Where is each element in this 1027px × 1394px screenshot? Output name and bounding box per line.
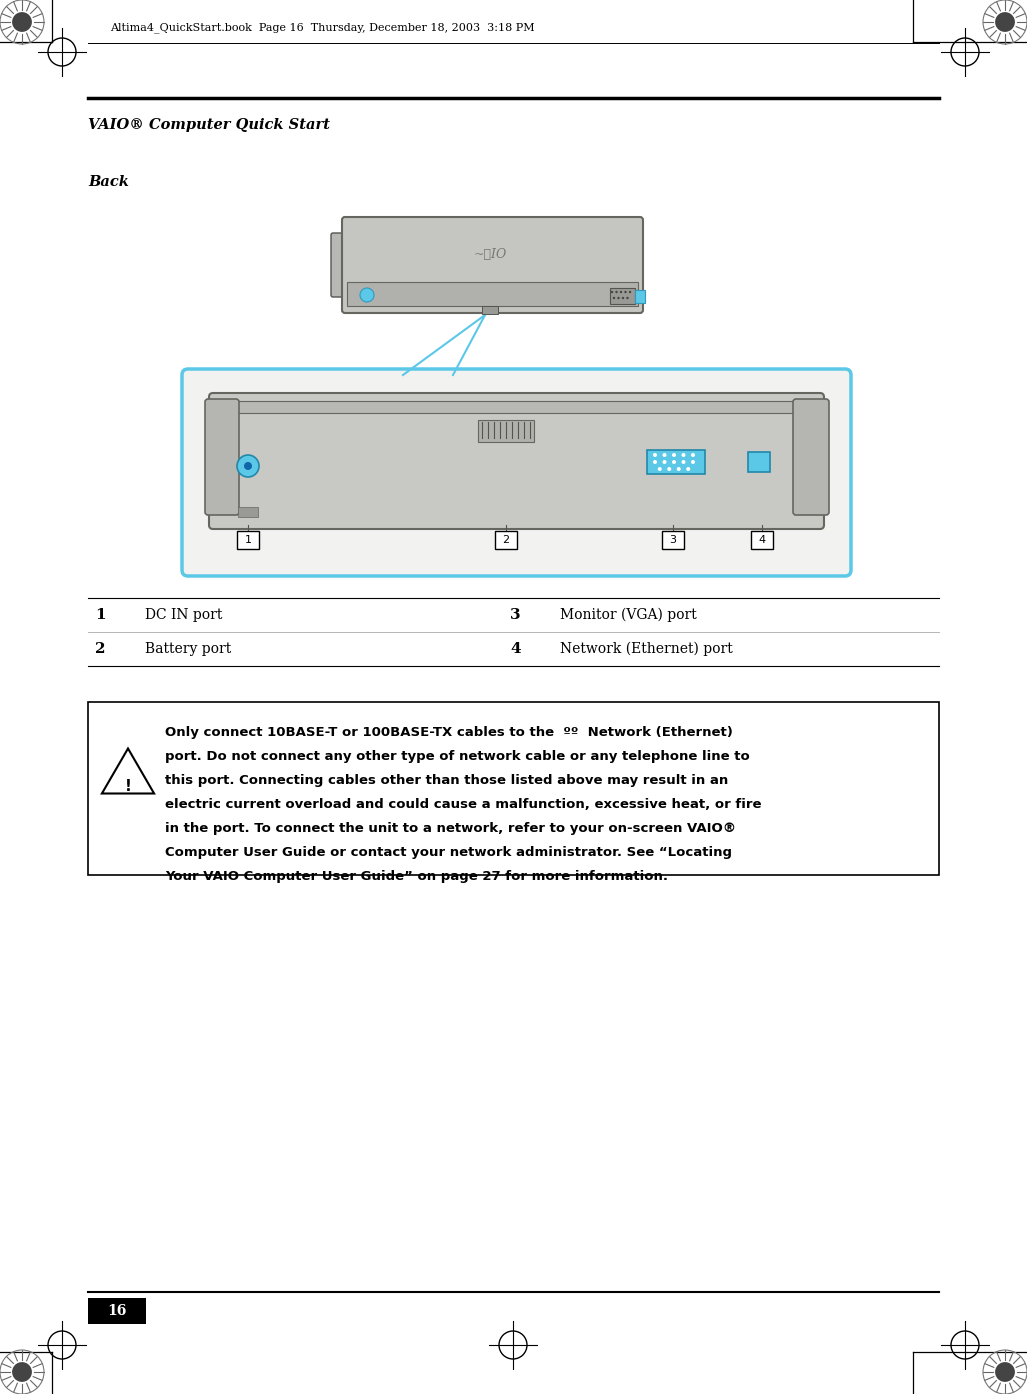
Bar bbox=[748, 452, 770, 473]
Bar bbox=[647, 450, 705, 474]
Circle shape bbox=[629, 291, 632, 293]
Circle shape bbox=[995, 1362, 1015, 1381]
FancyBboxPatch shape bbox=[342, 217, 643, 314]
Circle shape bbox=[620, 291, 622, 293]
Circle shape bbox=[672, 460, 676, 464]
Text: 1: 1 bbox=[96, 608, 106, 622]
FancyBboxPatch shape bbox=[495, 531, 517, 549]
Text: 1: 1 bbox=[244, 535, 252, 545]
Circle shape bbox=[615, 291, 617, 293]
Circle shape bbox=[672, 453, 676, 457]
FancyBboxPatch shape bbox=[182, 369, 851, 576]
Circle shape bbox=[691, 460, 695, 464]
Bar bbox=[88, 703, 939, 875]
Circle shape bbox=[626, 297, 629, 300]
Circle shape bbox=[613, 297, 615, 300]
Bar bbox=[347, 282, 638, 307]
Text: Back: Back bbox=[88, 176, 128, 190]
Text: !: ! bbox=[124, 779, 131, 795]
Circle shape bbox=[12, 13, 32, 32]
Circle shape bbox=[237, 454, 259, 477]
Circle shape bbox=[995, 13, 1015, 32]
Text: Altima4_QuickStart.book  Page 16  Thursday, December 18, 2003  3:18 PM: Altima4_QuickStart.book Page 16 Thursday… bbox=[110, 22, 535, 33]
Circle shape bbox=[682, 460, 685, 464]
Text: 2: 2 bbox=[502, 535, 509, 545]
Bar bbox=[482, 307, 498, 314]
Bar bbox=[610, 289, 635, 304]
Bar bbox=[238, 507, 258, 517]
Circle shape bbox=[677, 467, 681, 471]
FancyBboxPatch shape bbox=[237, 531, 259, 549]
Text: electric current overload and could cause a malfunction, excessive heat, or fire: electric current overload and could caus… bbox=[165, 797, 761, 811]
Text: this port. Connecting cables other than those listed above may result in an: this port. Connecting cables other than … bbox=[165, 774, 728, 788]
Circle shape bbox=[244, 461, 252, 470]
Bar bbox=[221, 401, 812, 413]
Circle shape bbox=[617, 297, 619, 300]
Text: Only connect 10BASE-T or 100BASE-TX cables to the  ºº  Network (Ethernet): Only connect 10BASE-T or 100BASE-TX cabl… bbox=[165, 726, 733, 739]
Circle shape bbox=[691, 453, 695, 457]
Polygon shape bbox=[102, 749, 154, 793]
Circle shape bbox=[668, 467, 672, 471]
Circle shape bbox=[662, 460, 667, 464]
Text: in the port. To connect the unit to a network, refer to your on-screen VAIO®: in the port. To connect the unit to a ne… bbox=[165, 822, 736, 835]
Circle shape bbox=[624, 291, 626, 293]
FancyBboxPatch shape bbox=[662, 531, 684, 549]
Bar bbox=[88, 1298, 146, 1324]
Text: 2: 2 bbox=[96, 643, 106, 657]
Text: Computer User Guide or contact your network administrator. See “Locating: Computer User Guide or contact your netw… bbox=[165, 846, 732, 859]
Circle shape bbox=[611, 291, 613, 293]
Circle shape bbox=[653, 453, 657, 457]
Text: Your VAIO Computer User Guide” on page 27 for more information.: Your VAIO Computer User Guide” on page 2… bbox=[165, 870, 668, 882]
Text: VAIO® Computer Quick Start: VAIO® Computer Quick Start bbox=[88, 118, 330, 132]
Text: Battery port: Battery port bbox=[145, 643, 231, 657]
Circle shape bbox=[662, 453, 667, 457]
Text: ~∿IO: ~∿IO bbox=[473, 248, 506, 261]
Circle shape bbox=[12, 1362, 32, 1381]
FancyBboxPatch shape bbox=[751, 531, 773, 549]
Text: 4: 4 bbox=[510, 643, 521, 657]
Bar bbox=[635, 290, 645, 302]
Circle shape bbox=[621, 297, 624, 300]
Text: DC IN port: DC IN port bbox=[145, 608, 223, 622]
Circle shape bbox=[682, 453, 685, 457]
FancyBboxPatch shape bbox=[793, 399, 829, 514]
Bar bbox=[478, 420, 534, 442]
Text: 3: 3 bbox=[510, 608, 521, 622]
Text: Network (Ethernet) port: Network (Ethernet) port bbox=[560, 641, 732, 657]
Text: 3: 3 bbox=[670, 535, 677, 545]
Text: port. Do not connect any other type of network cable or any telephone line to: port. Do not connect any other type of n… bbox=[165, 750, 750, 763]
Text: 16: 16 bbox=[107, 1303, 126, 1317]
Circle shape bbox=[360, 289, 374, 302]
FancyBboxPatch shape bbox=[331, 233, 349, 297]
FancyBboxPatch shape bbox=[210, 393, 824, 528]
Text: Monitor (VGA) port: Monitor (VGA) port bbox=[560, 608, 696, 622]
Text: 4: 4 bbox=[758, 535, 765, 545]
Circle shape bbox=[657, 467, 661, 471]
Circle shape bbox=[686, 467, 690, 471]
FancyBboxPatch shape bbox=[205, 399, 239, 514]
Circle shape bbox=[653, 460, 657, 464]
